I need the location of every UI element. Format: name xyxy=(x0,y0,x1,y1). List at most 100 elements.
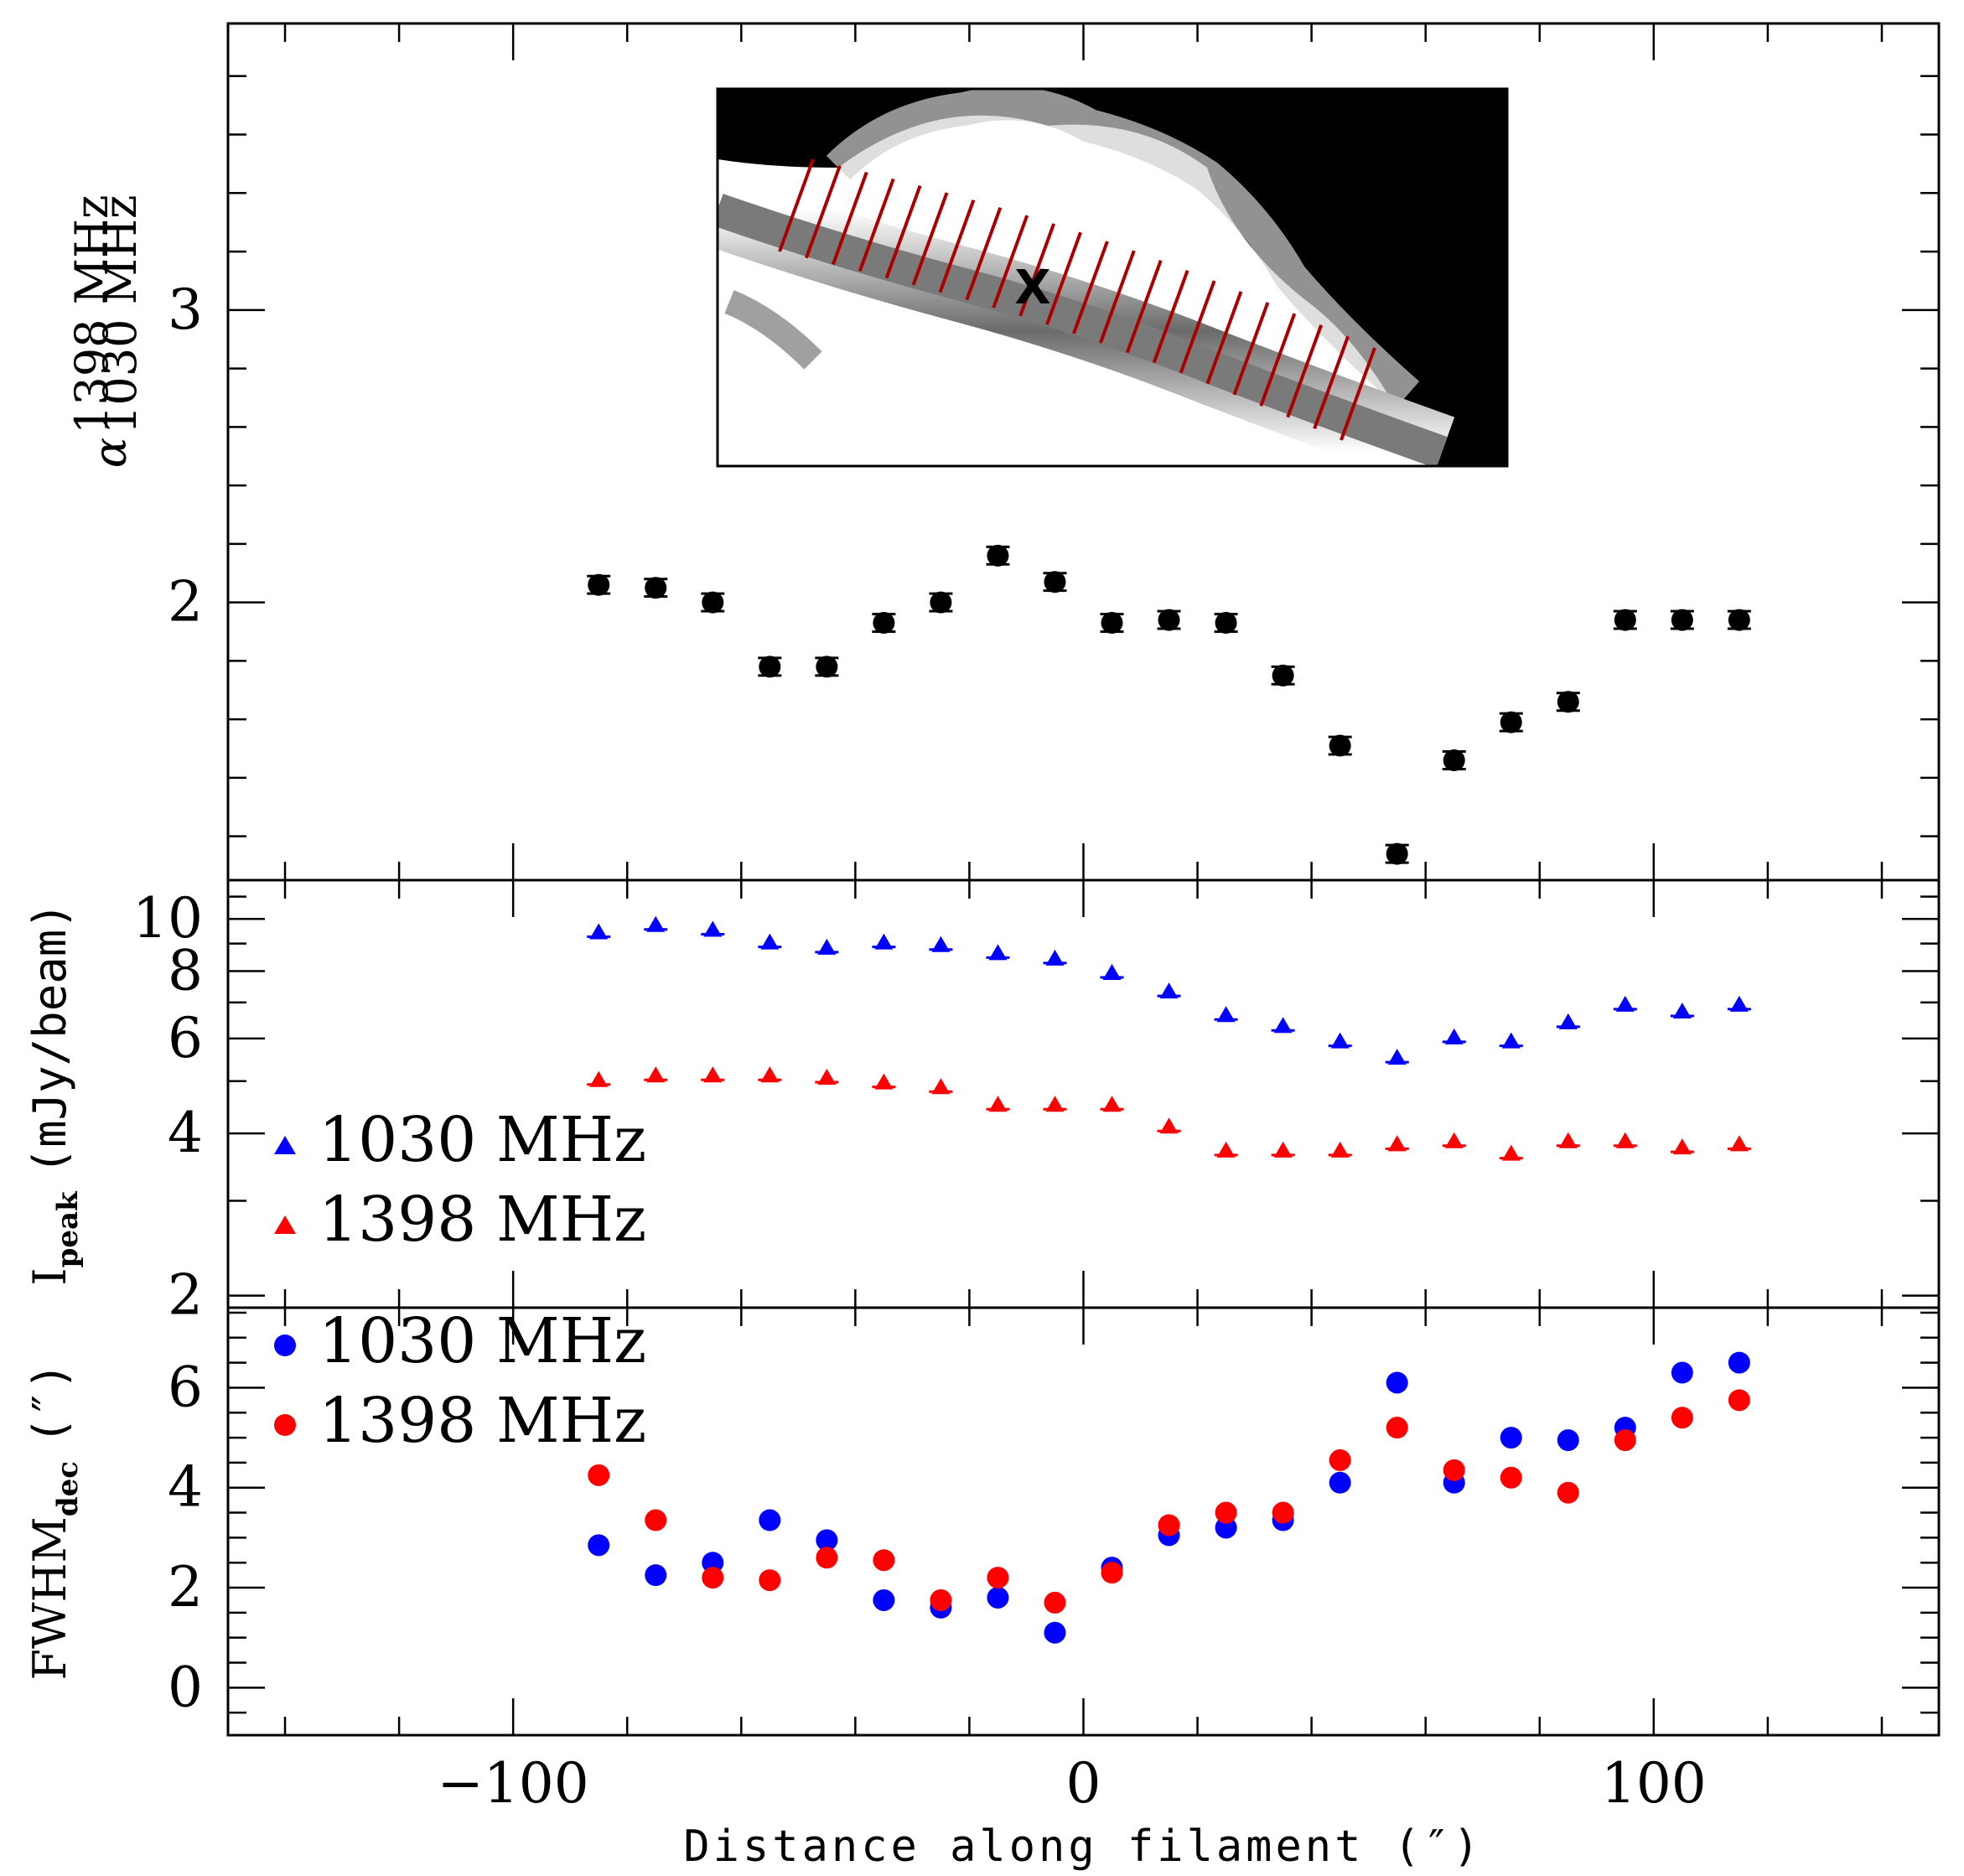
data-point xyxy=(645,1564,667,1587)
data-point xyxy=(588,573,610,596)
data-point xyxy=(1558,1013,1578,1029)
y-tick-label: 10 xyxy=(132,886,203,951)
data-point xyxy=(1158,1514,1180,1537)
inset-frame xyxy=(716,87,1509,468)
data-point xyxy=(1215,1501,1237,1524)
data-point xyxy=(589,1070,609,1087)
cut-line xyxy=(1045,231,1082,325)
data-point xyxy=(1386,1371,1408,1394)
y-title-unit: (″) xyxy=(23,1362,76,1444)
y-title-main: I xyxy=(23,1267,76,1285)
data-point xyxy=(1500,711,1522,733)
data-point xyxy=(646,915,666,932)
data-point xyxy=(702,1567,724,1589)
data-point xyxy=(1501,1032,1521,1049)
data-point xyxy=(1273,1141,1293,1158)
cut-lines xyxy=(778,158,1376,441)
data-point xyxy=(1273,1017,1293,1034)
data-point xyxy=(1044,1591,1066,1614)
data-point xyxy=(1671,609,1693,631)
cut-line xyxy=(938,199,976,293)
data-point xyxy=(1557,1481,1579,1504)
y-axis-title: FWHMdec (″) xyxy=(23,1362,85,1680)
alpha-sup: 1398 MHz xyxy=(65,195,118,434)
data-point xyxy=(1045,1096,1065,1112)
x-axis-title: Distance along filament (″) xyxy=(683,1822,1482,1872)
data-point xyxy=(987,544,1009,567)
data-point xyxy=(931,935,951,952)
data-point xyxy=(1158,609,1180,631)
y-tick-label: 6 xyxy=(168,1355,203,1419)
data-point xyxy=(816,656,838,678)
data-point xyxy=(1329,1448,1351,1471)
data-point xyxy=(1102,964,1122,981)
legend-label: 1030 MHz xyxy=(319,1305,646,1377)
filament-inset-image xyxy=(718,89,1507,466)
data-point xyxy=(1386,1417,1408,1439)
data-point xyxy=(588,1534,610,1557)
data-point xyxy=(589,923,609,940)
y-tick-label: 8 xyxy=(168,939,203,1003)
data-point xyxy=(1615,1132,1635,1148)
x-tick-label: 100 xyxy=(1601,1751,1707,1816)
data-point xyxy=(874,1073,894,1090)
data-point xyxy=(645,1509,667,1531)
data-point xyxy=(1729,1135,1749,1152)
data-point xyxy=(1329,734,1351,757)
data-point xyxy=(1387,1049,1407,1065)
cut-line xyxy=(1152,269,1189,364)
cut-line xyxy=(1125,259,1163,354)
data-point xyxy=(1729,995,1749,1012)
data-point xyxy=(702,591,724,614)
fwhm-axis-title: FWHMdec (″) xyxy=(23,1362,85,1680)
y-tick-label: 0 xyxy=(168,1655,203,1719)
data-point xyxy=(1159,1117,1179,1134)
data-point xyxy=(873,612,895,635)
data-point xyxy=(760,1066,780,1083)
data-point xyxy=(1500,1427,1522,1449)
data-point xyxy=(1672,1003,1692,1019)
data-point xyxy=(1044,1621,1066,1644)
data-point xyxy=(930,1588,952,1611)
x-tick-label: 0 xyxy=(1066,1751,1101,1816)
data-point xyxy=(1500,1466,1522,1489)
data-point xyxy=(1215,612,1237,635)
data-point xyxy=(1272,664,1294,687)
y-tick-label: 6 xyxy=(168,1006,203,1070)
data-point xyxy=(1728,1389,1750,1412)
cut-line xyxy=(1286,324,1324,418)
fwhm-panel: 0 2 4 6 1030 MHz 1398 MHz FWHMdec (″) −100 0 100 Di… xyxy=(23,1305,1941,1872)
legend-label: 1030 MHz xyxy=(319,1104,646,1176)
data-point xyxy=(645,577,667,599)
legend-marker xyxy=(274,1334,296,1356)
data-point xyxy=(1216,1006,1236,1023)
data-point xyxy=(988,1096,1008,1112)
cut-line xyxy=(992,215,1029,308)
cut-line xyxy=(965,206,1003,301)
data-point xyxy=(816,1529,838,1552)
cut-line xyxy=(911,192,949,286)
data-point xyxy=(760,933,780,950)
data-point xyxy=(1159,982,1179,999)
data-point xyxy=(1330,1141,1350,1158)
data-point xyxy=(873,1588,895,1611)
data-point xyxy=(1671,1407,1693,1429)
x-tick-label: −100 xyxy=(438,1751,589,1816)
data-point xyxy=(703,920,723,937)
data-point xyxy=(1216,1141,1236,1158)
data-point xyxy=(1501,1144,1521,1161)
data-point xyxy=(1728,609,1750,631)
y-tick-label: 3 xyxy=(168,277,203,342)
data-point xyxy=(1614,609,1636,631)
data-point xyxy=(1044,571,1066,593)
data-point xyxy=(987,1567,1009,1589)
cut-line xyxy=(1072,241,1109,334)
data-point xyxy=(1444,1132,1464,1148)
y-title-sub: peak xyxy=(51,1190,85,1267)
cut-line xyxy=(1098,250,1136,344)
data-point xyxy=(1558,1132,1578,1148)
y-tick-label: 2 xyxy=(168,1555,203,1619)
data-point xyxy=(1102,1096,1122,1112)
legend-marker xyxy=(274,1215,296,1234)
